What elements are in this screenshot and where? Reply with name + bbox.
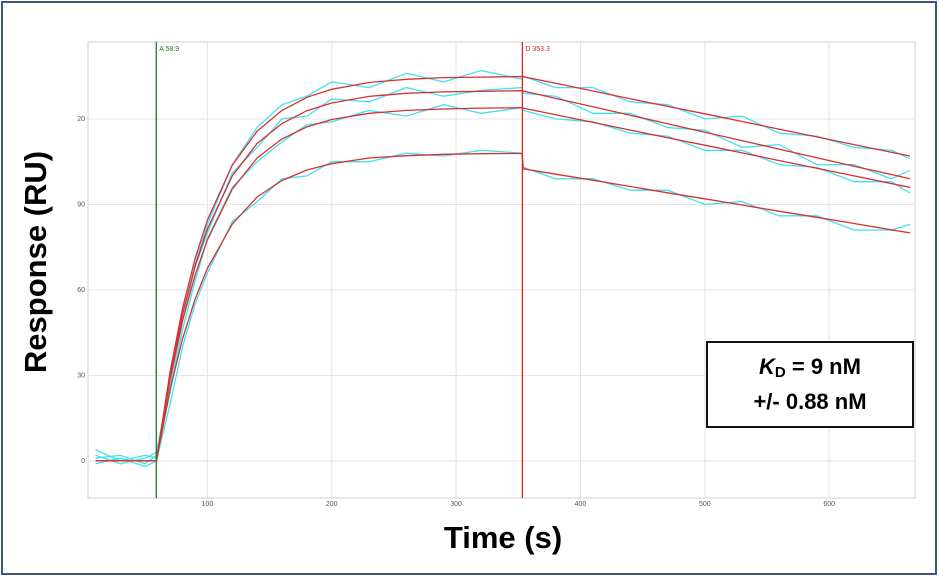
x-tick-label: 100 (202, 501, 214, 508)
ticks: 100 200 300 400 500 600 0 30 60 90 20 A 58.9 D 353.3 (77, 46, 835, 508)
kd-value: = 9 nM (786, 354, 861, 379)
y-tick-label: 90 (77, 201, 85, 208)
x-tick-label: 500 (699, 501, 711, 508)
x-axis-label: Time (s) (444, 520, 562, 555)
x-tick-label: 300 (450, 501, 462, 508)
kd-symbol: K (759, 354, 777, 379)
y-tick-label: 20 (77, 116, 85, 123)
y-tick-label: 0 (81, 458, 85, 465)
kd-box (706, 341, 914, 428)
kd-subscript: D (775, 364, 786, 381)
x-tick-label: 600 (823, 501, 835, 508)
lines (95, 42, 911, 498)
series-line (95, 104, 911, 465)
y-tick-label: 30 (77, 372, 85, 379)
marker-label: D 353.3 (525, 46, 550, 53)
y-tick-label: 60 (77, 287, 85, 294)
series-line (95, 90, 911, 462)
marker-label: A 58.9 (159, 46, 179, 53)
x-tick-label: 400 (575, 501, 587, 508)
x-tick-label: 200 (326, 501, 338, 508)
series-line (95, 107, 911, 462)
kd-error: +/- 0.88 nM (753, 389, 866, 414)
series-line (95, 75, 911, 462)
kd-text: KD = 9 nM (759, 354, 861, 381)
series-line (95, 152, 911, 462)
y-axis-label: Response (RU) (18, 151, 53, 373)
